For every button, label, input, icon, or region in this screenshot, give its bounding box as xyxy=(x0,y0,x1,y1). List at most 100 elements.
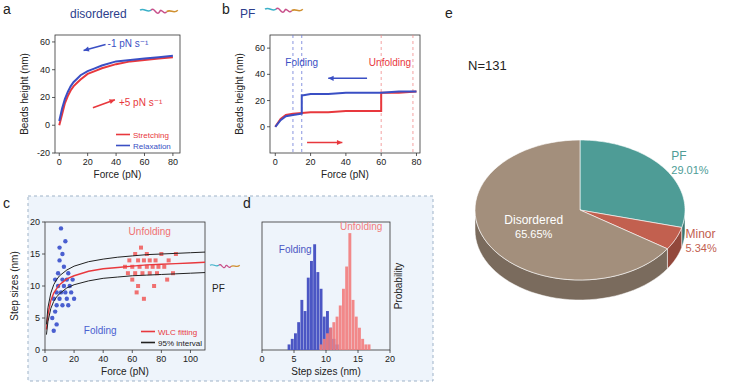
scatter-point xyxy=(54,303,58,307)
series-line xyxy=(59,56,173,121)
scatter-point xyxy=(136,258,140,262)
series-line xyxy=(59,57,173,125)
scatter-point xyxy=(56,271,60,275)
x-tick xyxy=(275,153,276,156)
legend: WLC fitting95% interval xyxy=(141,328,202,348)
series-line-lower xyxy=(46,273,205,335)
x-tick-label: 15 xyxy=(353,354,363,364)
figure: 020406080-200204060Force (pN)Beads heigh… xyxy=(0,0,738,383)
histogram-bar xyxy=(348,233,351,350)
x-tick xyxy=(345,153,346,156)
histogram-bar xyxy=(313,350,316,351)
x-tick-label: 10 xyxy=(321,354,331,364)
scatter-point xyxy=(154,258,158,262)
y-tick-label: 10 xyxy=(30,281,40,291)
scatter-point xyxy=(66,271,70,275)
panel-letter: e xyxy=(445,5,453,21)
scatter-point xyxy=(148,258,152,262)
x-tick xyxy=(310,153,311,156)
y-tick-label: 40 xyxy=(40,65,50,75)
y-axis-label: Beads height (nm) xyxy=(234,53,245,135)
y-tick-label: 0 xyxy=(260,122,265,132)
x-tick xyxy=(294,350,295,353)
scatter-point xyxy=(130,278,134,282)
y-tick xyxy=(52,153,55,154)
cartoon-segment xyxy=(276,8,291,12)
histogram-bar xyxy=(294,350,297,351)
legend-label: Relaxation xyxy=(133,142,171,151)
scatter-point xyxy=(145,252,149,256)
scatter-point xyxy=(62,284,66,288)
x-tick xyxy=(59,153,60,156)
x-tick-label: 60 xyxy=(127,354,137,364)
y-tick-label: 40 xyxy=(255,69,265,79)
histogram-bar xyxy=(368,344,371,350)
series-line xyxy=(275,91,416,126)
y-tick xyxy=(42,222,45,223)
x-tick xyxy=(262,350,263,353)
histogram-bar xyxy=(307,278,310,350)
scatter-point xyxy=(59,226,63,230)
x-tick-label: 80 xyxy=(168,157,178,167)
histogram-bar xyxy=(361,339,364,350)
x-axis-label: Force (pN) xyxy=(94,169,142,180)
annotation: PF xyxy=(212,283,225,294)
y-tick xyxy=(267,126,270,127)
histogram-bar xyxy=(323,339,326,350)
pie-value-label: 29.01% xyxy=(671,164,709,176)
y-tick xyxy=(52,97,55,98)
scatter-point xyxy=(62,265,66,269)
histogram-series xyxy=(288,244,339,350)
y-tick xyxy=(42,254,45,255)
series-label: Folding xyxy=(279,244,312,255)
scatter-point xyxy=(50,316,54,320)
arrow-shaft xyxy=(328,77,367,79)
histogram-bar xyxy=(300,350,303,351)
legend-swatch xyxy=(141,342,155,344)
plot-frame xyxy=(45,222,205,350)
plot-frame xyxy=(270,35,420,153)
x-tick-label: 5 xyxy=(291,354,296,364)
pie-category-label: Minor xyxy=(685,227,715,241)
histogram-bar xyxy=(329,328,332,350)
histogram-bar xyxy=(329,328,332,350)
pie-category-label: Disordered xyxy=(504,213,563,227)
cartoon-segment xyxy=(140,9,151,11)
panel-letter: a xyxy=(3,1,11,17)
arrow-shaft xyxy=(93,100,115,108)
series-label: Unfolding xyxy=(340,221,382,232)
scatter-point xyxy=(142,297,146,301)
scatter-point xyxy=(57,258,61,262)
histogram-bar xyxy=(352,300,355,350)
x-tick xyxy=(45,350,46,353)
protein-cartoon xyxy=(140,9,178,13)
histogram-bar xyxy=(294,333,297,350)
plot-frame xyxy=(262,222,390,350)
panel-background xyxy=(28,196,433,381)
y-tick xyxy=(42,350,45,351)
series-label: Unfolding xyxy=(369,57,411,68)
pie-slice xyxy=(475,140,667,280)
cartoon-segment xyxy=(151,9,166,13)
scatter-point xyxy=(63,239,67,243)
scatter-point xyxy=(127,258,131,262)
scatter-point xyxy=(135,290,139,294)
cartoon-segment xyxy=(292,9,303,11)
histogram-bar xyxy=(316,350,319,351)
scatter-point xyxy=(162,265,166,269)
axes: 05101520Step sizes (nm)Probability xyxy=(259,222,404,377)
x-tick xyxy=(116,153,117,156)
histogram-bar xyxy=(326,333,329,350)
histogram-bar xyxy=(291,339,294,350)
arrow-head xyxy=(84,47,90,52)
series-label: Unfolding xyxy=(129,226,171,237)
x-tick-label: 20 xyxy=(306,157,316,167)
y-tick xyxy=(267,100,270,101)
panel-letter: d xyxy=(243,195,251,211)
x-tick-label: 80 xyxy=(411,157,421,167)
scatter-point xyxy=(57,297,61,301)
histogram-bar xyxy=(297,322,300,350)
x-tick-label: 20 xyxy=(83,157,93,167)
x-tick xyxy=(74,350,75,353)
series-line xyxy=(275,91,416,126)
